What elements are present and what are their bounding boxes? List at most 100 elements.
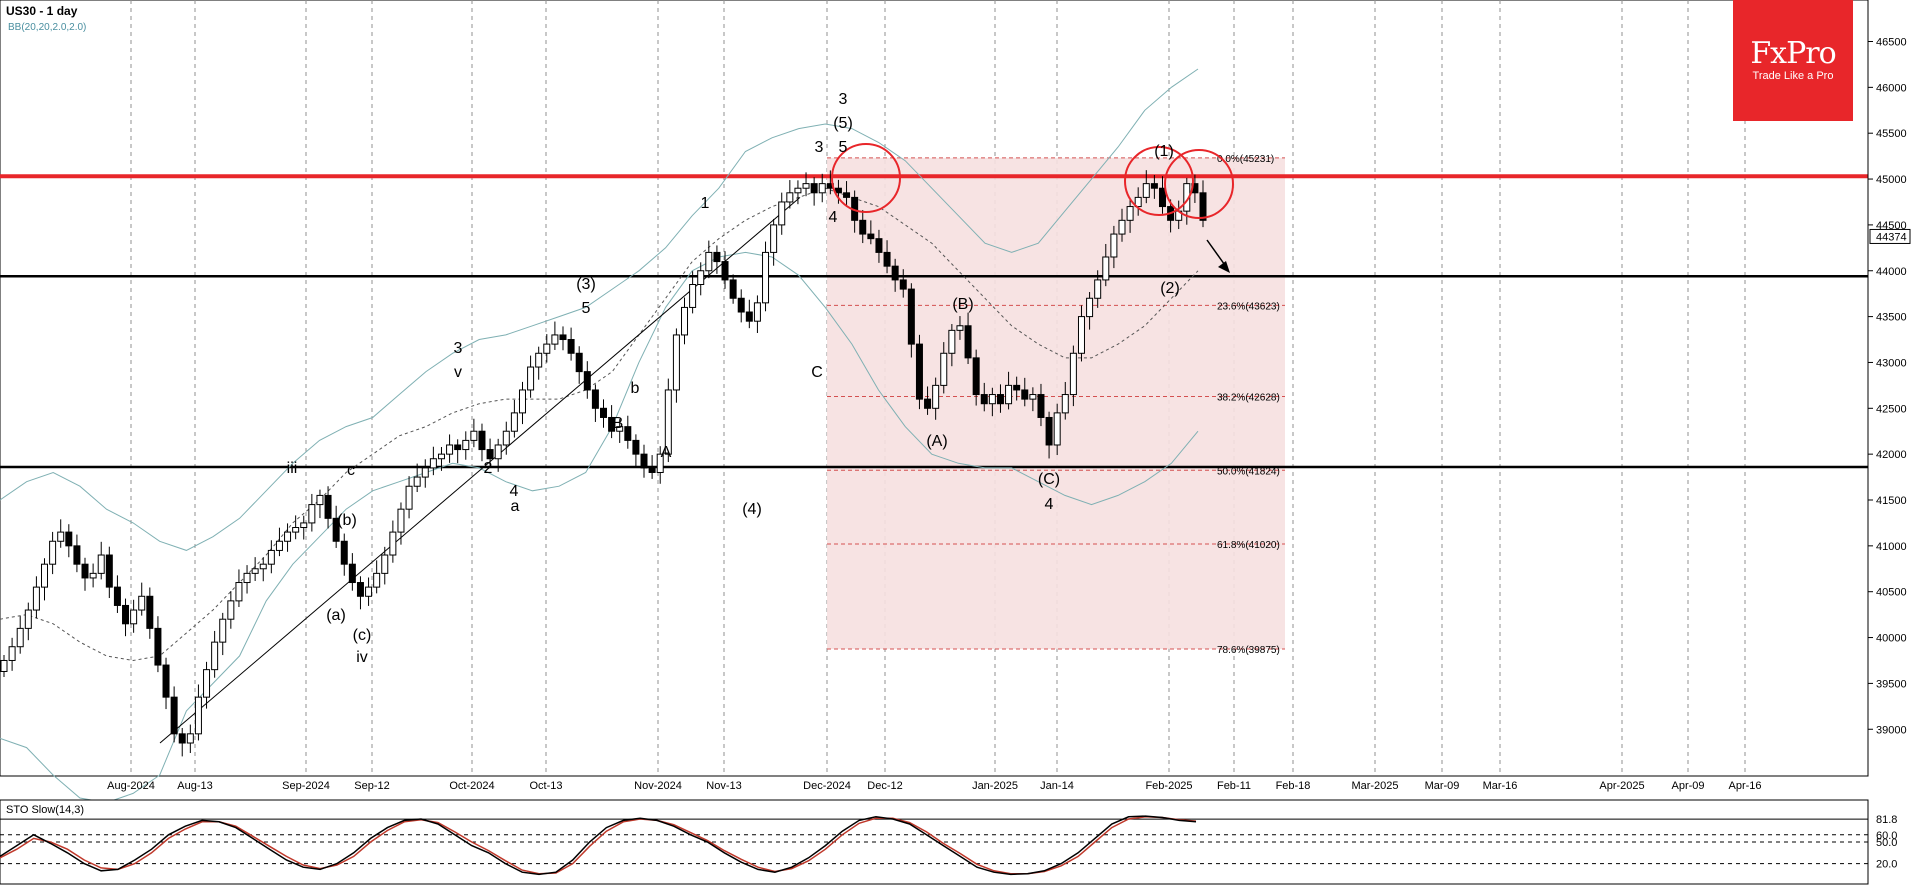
date-tick-label: Mar-2025	[1351, 780, 1398, 792]
candle-bear	[875, 238, 883, 253]
candle-bear	[972, 357, 980, 396]
stochastic-level-label: 50.0	[1876, 837, 1897, 849]
candle-bear	[915, 343, 923, 400]
candle-bull	[0, 659, 8, 672]
candle-bull	[219, 618, 227, 643]
candle-bull	[470, 430, 478, 441]
candle-bull	[1110, 233, 1118, 258]
candle-bear	[154, 627, 162, 666]
price-tick-label: 44500	[1876, 220, 1907, 232]
candle-bull	[956, 325, 964, 331]
wave-label: (2)	[1160, 280, 1180, 297]
candle-bull	[1029, 394, 1037, 400]
candle-bull	[429, 458, 437, 469]
candle-bear	[843, 192, 851, 198]
candle-bull	[89, 572, 97, 579]
highlight-circles	[831, 143, 1234, 219]
candle-bull	[527, 366, 535, 391]
date-tick-label: Apr-2025	[1599, 780, 1644, 792]
candle-bull	[762, 251, 770, 304]
candle-bull	[1134, 196, 1142, 208]
horizontal-levels	[0, 174, 1868, 469]
price-axis: 46500 46000 45500 45000 44500 44000 43500 43000…	[1867, 0, 1911, 776]
highlight-circle	[831, 143, 901, 213]
candle-bull	[705, 251, 713, 272]
wave-label: (c)	[353, 627, 372, 644]
candle-bull	[551, 334, 559, 345]
stochastic-title: STO Slow(14,3)	[6, 804, 84, 816]
candle-bear	[600, 407, 607, 418]
candle-bull	[405, 485, 413, 510]
candle-bull	[243, 572, 251, 584]
date-tick-label: Aug-13	[177, 780, 212, 792]
date-tick-label: Feb-18	[1276, 780, 1311, 792]
wave-label: C	[811, 364, 823, 381]
candle-bull	[1102, 256, 1110, 281]
candle-bull	[818, 183, 826, 194]
date-tick-label: Jan-2025	[972, 780, 1018, 792]
wave-label: (C)	[1038, 471, 1060, 488]
candle-bear	[591, 389, 599, 409]
date-tick-label: Apr-09	[1671, 780, 1704, 792]
chart-grid	[0, 0, 1869, 777]
candle-bull	[1053, 412, 1061, 446]
wave-label: (A)	[926, 433, 947, 450]
candle-bear	[996, 394, 1004, 405]
candle-bull	[16, 627, 24, 648]
candle-bull	[365, 586, 373, 597]
candle-bull	[300, 522, 308, 529]
candle-bear	[1021, 389, 1029, 400]
candle-bull	[421, 467, 429, 478]
wave-label: (3)	[576, 276, 596, 293]
candle-bull	[697, 270, 705, 286]
candle-bull	[308, 504, 316, 524]
candle-bull	[794, 187, 802, 194]
candle-bear	[559, 334, 567, 341]
wave-label: 3	[839, 91, 848, 108]
candle-bear	[113, 586, 121, 606]
candle-bull	[235, 582, 243, 602]
candle-bear	[356, 582, 364, 597]
candle-bull	[1069, 352, 1077, 396]
wave-label: b	[631, 380, 640, 397]
logo-brand: FxPro	[1750, 36, 1836, 71]
current-price-label: 44374	[1876, 231, 1907, 243]
candle-bear	[73, 545, 81, 565]
fibonacci-zone	[827, 157, 1285, 650]
candle-bear	[65, 531, 73, 547]
logo-tagline: Trade Like a Pro	[1752, 70, 1834, 82]
candle-bear	[867, 233, 875, 240]
candle-bull	[227, 600, 235, 620]
wave-label: (4)	[742, 501, 762, 518]
price-tick-label: 43500	[1876, 312, 1907, 324]
stochastic-k-line	[0, 815, 1197, 876]
wave-label: (1)	[1154, 143, 1174, 160]
candle-bear	[737, 297, 745, 313]
candle-bear	[713, 251, 721, 263]
price-tick-label: 44000	[1876, 266, 1907, 278]
price-tick-label: 46000	[1876, 82, 1907, 94]
highlight-circle	[1164, 149, 1234, 219]
candle-bear	[1045, 416, 1053, 446]
stochastic-panel: STO Slow(14,3) 81.8 60.050.0 20.0	[0, 799, 1897, 885]
candle-bear	[324, 494, 332, 519]
candle-bull	[770, 224, 778, 253]
date-tick-label: Sep-12	[354, 780, 389, 792]
candle-bull	[543, 343, 551, 354]
candle-bear	[146, 595, 154, 629]
candle-bear	[924, 398, 932, 409]
candle-bear	[567, 339, 575, 354]
candle-bull	[275, 540, 283, 551]
date-tick-label: Aug-2024	[107, 780, 155, 792]
candle-bull	[24, 609, 32, 629]
date-tick-label: Sep-2024	[282, 780, 330, 792]
fib-label: 50.0%(41824)	[1217, 466, 1280, 477]
wave-label: 4	[1045, 496, 1054, 513]
price-tick-label: 40500	[1876, 587, 1907, 599]
candle-bull	[251, 568, 259, 574]
candle-bull	[41, 563, 49, 588]
wave-label: 4	[829, 209, 838, 226]
candle-bull	[1118, 219, 1126, 235]
candle-bull	[32, 586, 40, 611]
